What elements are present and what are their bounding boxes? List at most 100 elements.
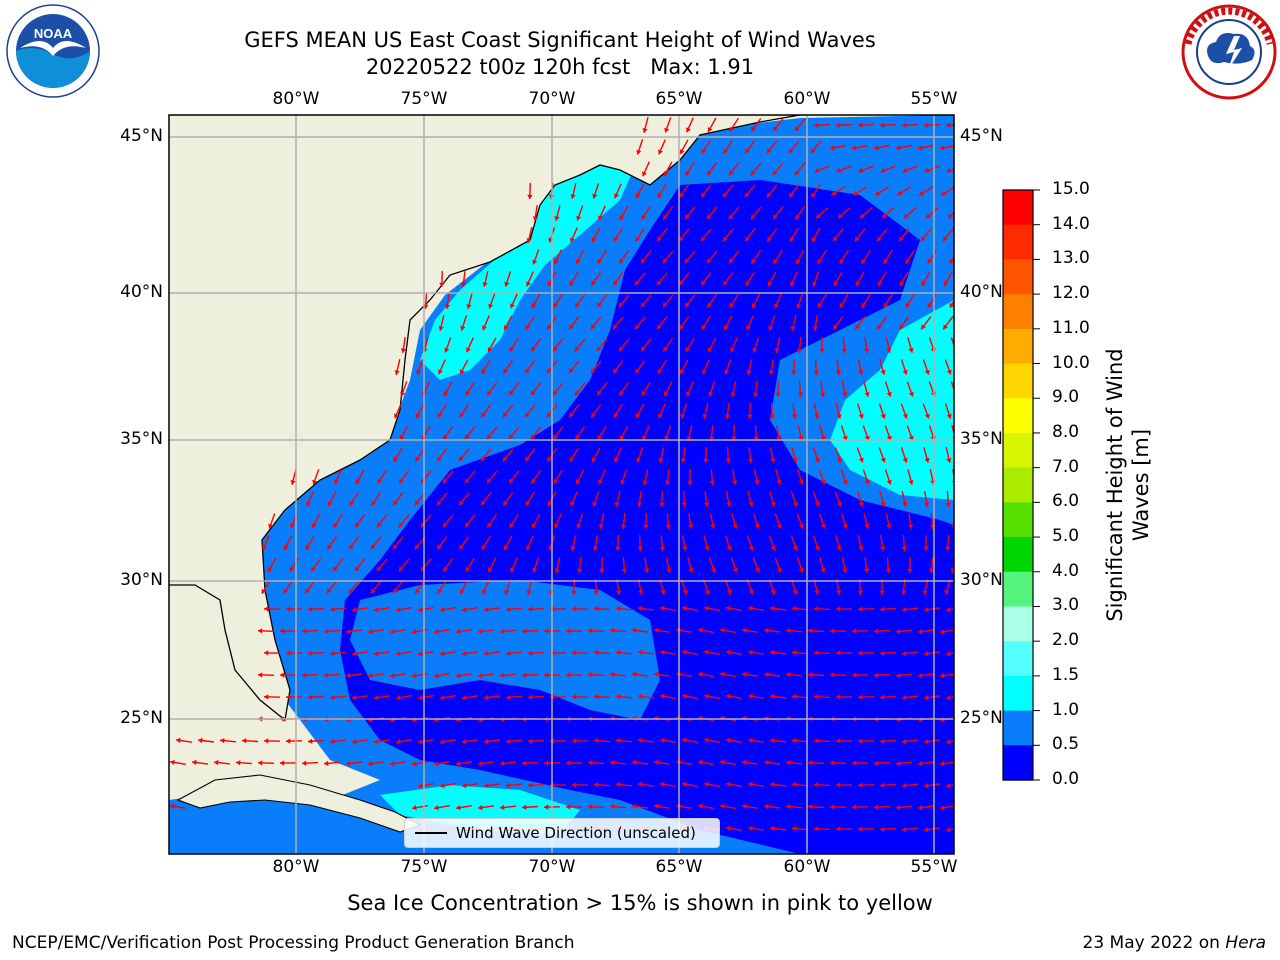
wind-arrowhead [726,605,731,611]
wind-arrowhead [703,502,710,507]
colorbar-tick-label: 12.0 [1052,283,1090,304]
wind-arrowhead [796,348,803,353]
wind-arrowhead [527,194,533,199]
wind-arrowhead [811,192,816,198]
wind-arrowhead [886,348,892,353]
lon-label-bottom: 65°W [655,857,703,877]
wind-arrowhead [770,649,775,656]
wind-arrowhead [658,149,663,155]
ocean-band-0p5-1p0-south [350,580,660,720]
wind-arrowhead [620,479,626,485]
wind-arrowhead [766,192,772,198]
wind-arrowhead [456,760,461,767]
wind-arrowhead [751,258,756,264]
wind-arrowhead [707,127,713,132]
wind-arrowhead [657,236,662,242]
wind-arrowhead [830,628,835,634]
wind-arrowhead [614,457,619,463]
wind-arrowhead [588,628,593,634]
wind-arrowhead [682,781,687,787]
wind-arrowhead [754,480,760,485]
wind-arrowhead [615,590,622,595]
wind-arrowhead [442,478,448,484]
wind-arrowhead [506,738,511,744]
wind-arrowhead [594,650,599,656]
wind-arrowhead [484,650,489,657]
wind-arrowhead [918,145,923,151]
wind-arrowhead [792,650,797,656]
wind-arrowhead [377,522,382,528]
wind-arrowhead [817,302,823,308]
wind-arrowhead [500,804,505,811]
wind-arrowhead [754,523,760,529]
wind-arrowhead [698,803,703,809]
wind-arrowhead [836,650,841,656]
wind-arrowhead [290,523,295,529]
wind-arrowhead [701,280,706,286]
colorbar-segment [1003,606,1033,642]
colorbar-segment [1003,710,1033,746]
wind-arrowhead [858,457,864,463]
wind-arrowhead [814,650,819,656]
wind-arrowhead [438,369,443,375]
ocean-band-1p0-1p5-east [830,300,954,500]
wind-arrowhead [302,760,307,766]
wind-arrowhead [506,694,511,700]
wind-arrowhead [813,370,819,375]
wind-arrowhead [302,628,307,634]
wind-arrowhead [637,546,643,551]
wind-arrowhead [416,369,422,375]
wind-arrowhead [786,804,791,810]
wind-arrowhead [392,544,398,550]
wind-arrowhead [772,170,778,176]
wind-arrowhead [305,588,310,594]
wind-arrowhead [924,738,929,745]
colorbar-tick-label: 6.0 [1052,491,1080,512]
wind-arrowhead [946,695,951,701]
wind-arrowhead [466,304,472,309]
wind-arrowhead [264,606,269,612]
wind-arrowhead [616,649,621,656]
wind-arrowhead [434,805,439,811]
noaa-logo: NOAA [6,4,100,98]
wind-arrowhead [752,392,759,397]
wind-arrowhead [456,672,461,679]
wind-arrowhead [901,546,907,551]
wind-arrowhead [636,502,643,507]
wind-arrowhead [720,759,725,765]
wind-arrowhead [258,628,263,634]
wind-arrowhead [722,192,728,198]
wind-arrowhead [484,606,489,613]
wind-arrowhead [748,589,754,595]
wind-arrowhead [330,738,335,744]
wind-arrowhead [946,369,952,375]
wind-arrowhead [659,546,666,551]
wind-arrowhead [462,650,467,657]
wind-arrowhead [924,782,929,789]
wind-arrowhead [590,324,596,330]
wind-arrowhead [658,413,663,419]
wind-arrowhead [619,435,625,441]
wind-arrowhead [710,567,716,573]
wind-arrowhead [613,236,619,242]
wind-arrowhead [632,803,637,810]
wind-arrowhead [943,280,949,286]
wind-arrowhead [770,458,776,463]
wind-arrowhead [636,149,642,155]
wind-arrowhead [880,370,886,375]
wind-arrowhead [924,122,929,128]
wind-arrowhead [642,435,647,441]
wind-arrowhead [290,480,296,485]
wind-arrowhead [764,627,769,634]
wind-arrowhead [918,804,923,811]
wind-arrowhead [722,236,728,242]
wind-arrowhead [399,435,405,440]
wind-arrowhead [569,280,575,286]
wind-arrowhead [858,413,864,419]
wind-arrowhead [946,122,951,128]
map-legend: Wind Wave Direction (unscaled) [404,818,720,848]
wind-arrowhead [927,258,933,264]
wind-arrowhead [286,738,291,744]
wind-arrowhead [374,694,379,701]
wind-arrowhead [488,303,494,309]
